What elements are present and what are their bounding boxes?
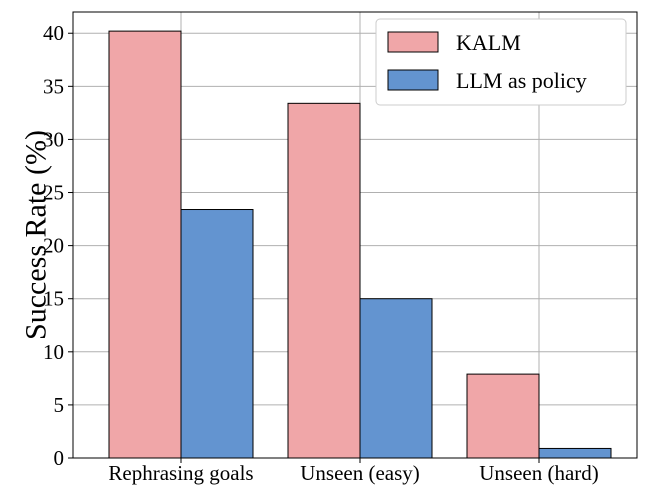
y-tick-label-40: 40	[43, 21, 64, 45]
x-category-label-0: Rephrasing goals	[108, 461, 253, 485]
y-tick-label-10: 10	[43, 340, 64, 364]
y-tick-label-0: 0	[54, 446, 65, 470]
y-tick-label-5: 5	[54, 393, 65, 417]
y-axis-ticks: 0 5 10 15 20 25 30 35 40	[43, 21, 73, 470]
bar-kalm-0	[108, 30, 182, 459]
bars	[108, 30, 612, 459]
y-tick-label-20: 20	[43, 234, 64, 258]
y-axis-title: Success Rate (%)	[20, 130, 53, 340]
bar-kalm-2	[466, 373, 540, 459]
bar-llm-as-policy-0	[180, 209, 254, 459]
y-tick-label-15: 15	[43, 287, 64, 311]
bar-llm-as-policy-1	[359, 298, 433, 459]
legend-swatch-1	[387, 69, 439, 91]
legend: KALM LLM as policy	[375, 18, 627, 106]
bar-kalm-1	[287, 102, 361, 459]
bar-llm-as-policy-2	[538, 447, 612, 459]
x-category-label-1: Unseen (easy)	[300, 461, 420, 485]
plot-frame	[72, 11, 638, 459]
y-tick-label-35: 35	[43, 74, 64, 98]
x-axis-categories: Rephrasing goals Unseen (easy) Unseen (har…	[108, 458, 599, 485]
x-category-label-2: Unseen (hard)	[479, 461, 599, 485]
legend-label-0: KALM	[456, 30, 521, 55]
y-tick-label-30: 30	[43, 127, 64, 151]
y-tick-label-25: 25	[43, 181, 64, 205]
legend-label-1: LLM as policy	[456, 68, 587, 93]
legend-swatch-0	[387, 31, 439, 53]
